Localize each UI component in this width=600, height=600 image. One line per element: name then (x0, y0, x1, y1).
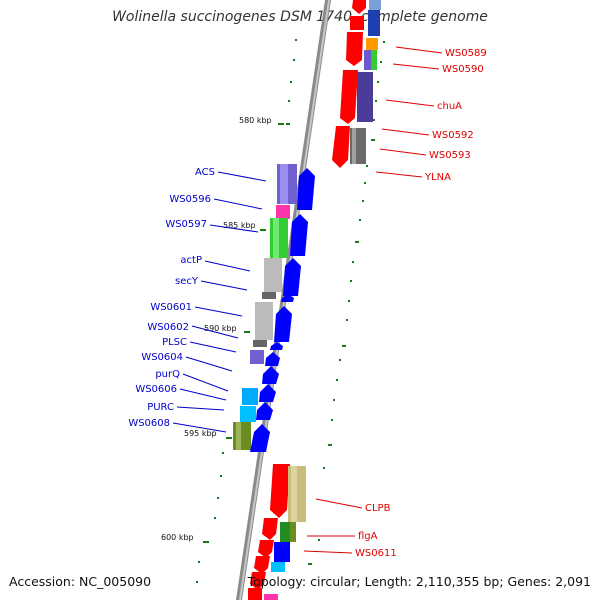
gene-label-plsc[interactable]: PLSC (162, 337, 187, 348)
gene-label-ws0597[interactable]: WS0597 (165, 219, 207, 230)
gene-arrow (346, 32, 363, 66)
gene-label-ws0608[interactable]: WS0608 (128, 418, 170, 429)
gene-label-ylna[interactable]: YLNA (424, 172, 451, 183)
gene-arrow (283, 258, 301, 296)
gene-block (369, 0, 381, 10)
gene-block (233, 422, 251, 450)
gene-label-ws0592[interactable]: WS0592 (432, 130, 474, 141)
gene-block (274, 542, 290, 562)
gene-label-ws0604[interactable]: WS0604 (141, 352, 183, 363)
gene-label-chua[interactable]: chuA (437, 101, 462, 112)
gene-label-ws0589[interactable]: WS0589 (445, 48, 487, 59)
gene-block-highlight (236, 422, 241, 450)
gene-block (366, 38, 378, 50)
gene-arrow (290, 214, 308, 256)
gene-label-purc[interactable]: PURC (147, 402, 174, 413)
gene-label-acs[interactable]: ACS (195, 167, 215, 178)
scale-label: 595 kbp (184, 429, 217, 438)
scale-label: 590 kbp (204, 324, 237, 333)
gene-block (371, 50, 377, 70)
gene-arrow (297, 168, 315, 210)
gene-label-ws0602[interactable]: WS0602 (147, 322, 189, 333)
gene-arrow (281, 294, 294, 302)
gene-block (364, 50, 371, 70)
gene-label-ws0611[interactable]: WS0611 (355, 548, 397, 559)
gene-block (290, 522, 296, 542)
gene-arrow (262, 366, 279, 384)
gene-label-actp[interactable]: actP (180, 255, 202, 266)
gene-arrow (258, 540, 274, 558)
gene-label-ws0596[interactable]: WS0596 (169, 194, 211, 205)
gene-label-ws0590[interactable]: WS0590 (442, 64, 484, 75)
gene-block (242, 388, 258, 405)
gene-block (357, 72, 373, 122)
gene-arrow (352, 0, 366, 14)
gene-block (280, 522, 290, 542)
gene-arrow (270, 342, 283, 350)
scale-label: 600 kbp (161, 533, 194, 542)
gene-label-ws0593[interactable]: WS0593 (429, 150, 471, 161)
gene-arrow (340, 70, 358, 124)
gene-block (276, 205, 290, 219)
accession-label: Accession: NC_005090 (9, 574, 152, 589)
gene-label-ws0606[interactable]: WS0606 (135, 384, 177, 395)
gene-block (253, 340, 267, 347)
gene-arrow (259, 384, 276, 402)
gene-arrow (254, 556, 270, 574)
gene-block (264, 594, 278, 600)
gene-label-purq[interactable]: purQ (155, 369, 180, 380)
gene-block (271, 562, 285, 572)
gene-arrow (248, 588, 262, 600)
gene-block (240, 406, 256, 422)
tick-track-outer (286, 39, 385, 565)
gene-block-highlight (273, 218, 279, 258)
forward-label-leaders (172, 171, 267, 433)
gene-arrow (262, 518, 278, 540)
gene-label-ws0601[interactable]: WS0601 (150, 302, 192, 313)
gene-arrow (256, 402, 273, 420)
gene-block-highlight (352, 128, 356, 164)
gene-block-highlight (280, 164, 288, 204)
scale-label: 580 kbp (239, 116, 272, 125)
gene-arrow (274, 306, 292, 342)
gene-arrow (250, 424, 270, 452)
gene-arrow (332, 126, 350, 168)
forward-strand (233, 164, 315, 452)
scale-label: 585 kbp (223, 221, 256, 230)
gene-block (264, 258, 282, 292)
reverse-strand-top (332, 0, 381, 168)
gene-arrow (265, 352, 280, 366)
map-title: Wolinella succinogenes DSM 1740, complet… (112, 9, 488, 25)
gene-block-highlight (291, 466, 297, 522)
gene-block (250, 350, 264, 364)
gene-arrow (350, 16, 364, 30)
genome-summary: Topology: circular; Length: 2,110,355 bp… (247, 574, 591, 589)
gene-label-clpb[interactable]: CLPB (365, 503, 391, 514)
gene-arrow (250, 572, 266, 590)
tick-track-inner (196, 123, 284, 583)
gene-arrow (270, 464, 290, 518)
gene-block (368, 10, 380, 36)
reverse-label-leaders (303, 46, 443, 554)
gene-block (262, 292, 276, 299)
gene-label-secy[interactable]: secY (175, 276, 199, 287)
gene-block (255, 302, 273, 340)
gene-label-flga[interactable]: flgA (358, 531, 378, 542)
lower-strand (248, 464, 306, 600)
